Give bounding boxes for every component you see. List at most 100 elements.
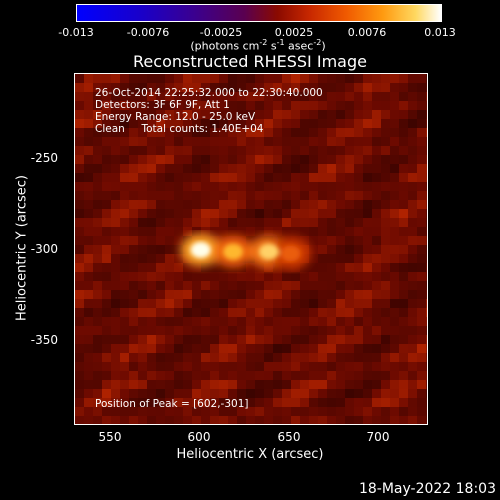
heatmap-cell	[318, 119, 327, 128]
heatmap-cell	[165, 74, 174, 83]
heatmap-cell	[174, 128, 183, 137]
heatmap-cell	[246, 146, 255, 155]
heatmap-cell	[138, 353, 147, 362]
heatmap-cell	[183, 146, 192, 155]
heatmap-cell	[372, 299, 381, 308]
heatmap-cell	[291, 335, 300, 344]
heatmap-cell	[102, 416, 111, 424]
heatmap-cell	[129, 272, 138, 281]
heatmap-cell	[354, 416, 363, 424]
heatmap-cell	[120, 371, 129, 380]
heatmap-cell	[237, 209, 246, 218]
heatmap-cell	[417, 254, 426, 263]
heatmap-cell	[93, 272, 102, 281]
heatmap-cell	[273, 74, 282, 83]
heatmap-cell	[219, 407, 228, 416]
heatmap-cell	[192, 371, 201, 380]
heatmap-cell	[273, 308, 282, 317]
heatmap-cell	[111, 308, 120, 317]
heatmap-cell	[291, 92, 300, 101]
heatmap-cell	[309, 164, 318, 173]
heatmap-cell	[264, 92, 273, 101]
heatmap-cell	[399, 380, 408, 389]
heatmap-cell	[426, 245, 427, 254]
heatmap-cell	[327, 182, 336, 191]
heatmap-cell	[174, 200, 183, 209]
heatmap-cell	[363, 254, 372, 263]
heatmap-cell	[138, 164, 147, 173]
heatmap-cell	[129, 74, 138, 83]
heatmap-cell	[336, 335, 345, 344]
heatmap-cell	[390, 407, 399, 416]
heatmap-cell	[255, 308, 264, 317]
heatmap-cell	[183, 263, 192, 272]
heatmap-cell	[201, 74, 210, 83]
heatmap-cell	[219, 146, 228, 155]
heatmap-cell	[408, 164, 417, 173]
heatmap-cell	[381, 146, 390, 155]
heatmap-cell	[93, 173, 102, 182]
heatmap-cell	[309, 101, 318, 110]
heatmap-cell	[417, 182, 426, 191]
heatmap-cell	[102, 407, 111, 416]
heatmap-cell	[210, 326, 219, 335]
heatmap-cell	[354, 191, 363, 200]
heatmap-cell	[102, 272, 111, 281]
heatmap-cell	[165, 344, 174, 353]
heatmap-cell	[363, 191, 372, 200]
heatmap-cell	[111, 182, 120, 191]
heatmap-cell	[75, 101, 84, 110]
heatmap-cell	[408, 263, 417, 272]
info-energy: Energy Range: 12.0 - 25.0 keV	[95, 111, 256, 123]
heatmap-cell	[426, 290, 427, 299]
heatmap-cell	[147, 119, 156, 128]
heatmap-cell	[84, 308, 93, 317]
heatmap-cell	[174, 317, 183, 326]
heatmap-cell	[390, 137, 399, 146]
heatmap-cell	[120, 227, 129, 236]
heatmap-cell	[390, 236, 399, 245]
heatmap-cell	[93, 83, 102, 92]
heatmap-cell	[183, 371, 192, 380]
heatmap-cell	[390, 281, 399, 290]
heatmap-cell	[408, 227, 417, 236]
heatmap-cell	[282, 119, 291, 128]
heatmap-cell	[363, 209, 372, 218]
heatmap-cell	[210, 299, 219, 308]
heatmap-cell	[174, 92, 183, 101]
heatmap-cell	[192, 263, 201, 272]
heatmap-cell	[426, 281, 427, 290]
heatmap-cell	[318, 389, 327, 398]
heatmap-cell	[336, 371, 345, 380]
heatmap-cell	[138, 299, 147, 308]
heatmap-cell	[147, 200, 156, 209]
heatmap-cell	[354, 308, 363, 317]
heatmap-cell	[174, 191, 183, 200]
colorbar-tick: 0.0025	[274, 26, 314, 39]
heatmap-cell	[210, 335, 219, 344]
heatmap-cell	[156, 344, 165, 353]
heatmap-cell	[228, 110, 237, 119]
heatmap-cell	[129, 101, 138, 110]
heatmap-cell	[264, 335, 273, 344]
heatmap-cell	[291, 299, 300, 308]
heatmap-cell	[129, 200, 138, 209]
heatmap-cell	[165, 317, 174, 326]
x-tick-label: 650	[277, 430, 301, 444]
heatmap-cell	[300, 344, 309, 353]
heatmap-cell	[165, 254, 174, 263]
heatmap-cell	[237, 362, 246, 371]
heatmap-cell	[228, 101, 237, 110]
heatmap-cell	[345, 317, 354, 326]
heatmap-cell	[426, 317, 427, 326]
heatmap-cell	[165, 101, 174, 110]
heatmap-cell	[147, 353, 156, 362]
heatmap-cell	[309, 308, 318, 317]
heatmap-cell	[390, 371, 399, 380]
heatmap-cell	[246, 371, 255, 380]
heatmap-cell	[111, 281, 120, 290]
heatmap-cell	[345, 182, 354, 191]
heatmap-cell	[228, 209, 237, 218]
heatmap-cell	[183, 209, 192, 218]
heatmap-cell	[300, 164, 309, 173]
